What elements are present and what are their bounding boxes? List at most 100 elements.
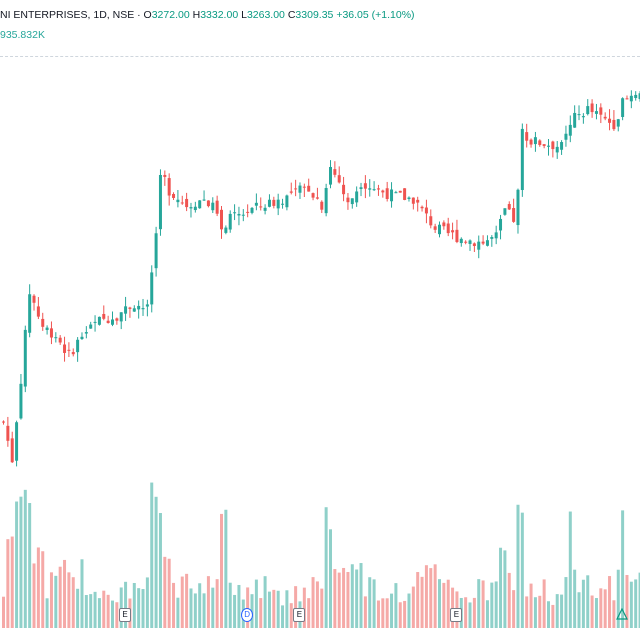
candle-body[interactable]: [259, 206, 263, 208]
candle-body[interactable]: [420, 206, 424, 209]
candle-body[interactable]: [145, 304, 149, 307]
candle-body[interactable]: [19, 383, 23, 419]
candle-body[interactable]: [363, 183, 367, 189]
earnings-event-icon[interactable]: E: [293, 608, 306, 622]
candle-body[interactable]: [307, 185, 311, 192]
candle-body[interactable]: [215, 200, 219, 214]
candle-body[interactable]: [272, 199, 276, 206]
candle-body[interactable]: [224, 227, 228, 233]
candle-body[interactable]: [468, 240, 472, 244]
candle-body[interactable]: [337, 175, 341, 183]
candle-body[interactable]: [512, 208, 516, 222]
candle-body[interactable]: [472, 243, 476, 247]
candle-body[interactable]: [477, 241, 481, 250]
candle-body[interactable]: [124, 306, 128, 314]
candle-body[interactable]: [298, 185, 302, 193]
candle-body[interactable]: [185, 198, 189, 208]
candle-body[interactable]: [115, 318, 119, 321]
candle-body[interactable]: [350, 198, 354, 205]
candle-body[interactable]: [320, 201, 324, 210]
candle-body[interactable]: [137, 305, 141, 310]
candle-body[interactable]: [176, 199, 180, 203]
candle-body[interactable]: [599, 107, 603, 115]
candle-body[interactable]: [390, 189, 394, 202]
candle-body[interactable]: [355, 191, 359, 203]
candle-body[interactable]: [564, 133, 568, 140]
candle-body[interactable]: [54, 337, 58, 339]
candle-body[interactable]: [446, 223, 450, 234]
candle-body[interactable]: [128, 307, 132, 309]
candle-body[interactable]: [141, 308, 145, 310]
candle-body[interactable]: [154, 233, 158, 269]
candle-body[interactable]: [490, 237, 494, 239]
candle-body[interactable]: [302, 186, 306, 188]
candle-body[interactable]: [612, 119, 616, 130]
candle-body[interactable]: [6, 425, 10, 441]
candle-body[interactable]: [372, 189, 376, 191]
candle-body[interactable]: [63, 344, 67, 353]
candle-body[interactable]: [629, 95, 633, 102]
candle-body[interactable]: [590, 103, 594, 113]
candle-body[interactable]: [455, 229, 459, 242]
candle-body[interactable]: [172, 194, 176, 198]
candle-body[interactable]: [581, 116, 585, 118]
candle-body[interactable]: [202, 199, 206, 201]
split-event-icon[interactable]: [616, 607, 629, 620]
candle-body[interactable]: [385, 188, 389, 199]
candle-body[interactable]: [424, 207, 428, 214]
candle-body[interactable]: [102, 313, 106, 319]
candle-body[interactable]: [67, 349, 71, 351]
candle-body[interactable]: [267, 199, 271, 207]
candle-body[interactable]: [594, 111, 598, 114]
candle-body[interactable]: [150, 272, 154, 305]
candle-body[interactable]: [198, 200, 202, 209]
candle-body[interactable]: [254, 202, 258, 206]
dividend-event-icon[interactable]: D: [241, 608, 254, 622]
candle-body[interactable]: [394, 192, 398, 194]
candle-body[interactable]: [577, 114, 581, 116]
candle-body[interactable]: [342, 184, 346, 195]
candle-body[interactable]: [376, 188, 380, 190]
candle-body[interactable]: [220, 209, 223, 230]
candle-body[interactable]: [132, 308, 136, 312]
candle-body[interactable]: [76, 339, 80, 353]
candle-body[interactable]: [603, 116, 607, 119]
candle-body[interactable]: [485, 240, 489, 246]
candle-body[interactable]: [281, 203, 285, 205]
candle-body[interactable]: [180, 202, 184, 204]
candle-body[interactable]: [250, 207, 254, 213]
candle-body[interactable]: [520, 128, 524, 191]
candle-body[interactable]: [398, 190, 402, 193]
candle-body[interactable]: [329, 166, 332, 185]
candle-body[interactable]: [451, 230, 455, 233]
candle-body[interactable]: [481, 241, 485, 244]
candle-body[interactable]: [411, 197, 415, 204]
candle-body[interactable]: [285, 195, 289, 208]
candle-body[interactable]: [529, 139, 533, 145]
candle-body[interactable]: [41, 318, 45, 327]
candle-body[interactable]: [228, 213, 232, 230]
candle-body[interactable]: [547, 145, 550, 147]
candle-body[interactable]: [438, 224, 441, 235]
candle-body[interactable]: [516, 189, 520, 226]
candle-body[interactable]: [106, 320, 110, 323]
candle-body[interactable]: [193, 206, 197, 211]
candle-body[interactable]: [525, 132, 529, 141]
candle-body[interactable]: [97, 316, 101, 325]
candle-body[interactable]: [573, 112, 577, 128]
candle-body[interactable]: [119, 312, 123, 322]
candle-body[interactable]: [634, 94, 638, 99]
candle-body[interactable]: [333, 169, 337, 175]
candle-body[interactable]: [381, 190, 385, 193]
candle-body[interactable]: [638, 93, 640, 100]
candle-body[interactable]: [324, 187, 328, 214]
candle-body[interactable]: [429, 216, 433, 226]
candle-body[interactable]: [608, 118, 612, 123]
candle-body[interactable]: [15, 422, 19, 461]
candle-body[interactable]: [616, 119, 620, 127]
candle-body[interactable]: [167, 178, 171, 196]
candle-body[interactable]: [442, 222, 446, 227]
candle-body[interactable]: [538, 140, 542, 145]
candle-body[interactable]: [542, 144, 546, 146]
candle-body[interactable]: [158, 174, 162, 230]
